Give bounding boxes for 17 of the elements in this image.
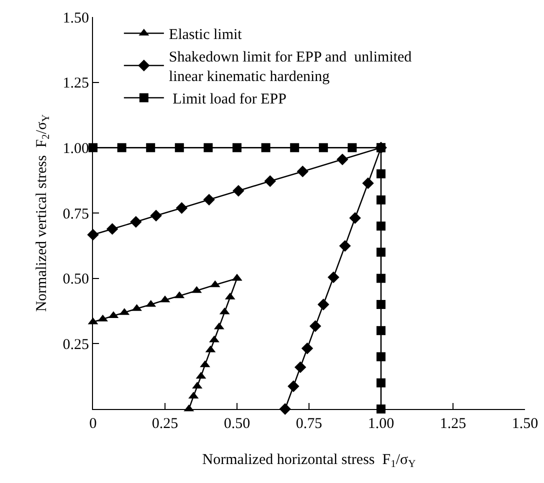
y-tick-label: 1.00 [62, 140, 89, 157]
legend-label: Elastic limit [168, 27, 243, 44]
legend-label: Limit load for EPP [168, 92, 286, 108]
y-tick-label: 1.50 [62, 10, 89, 26]
legend-label: Shakedown limit for EPP and unlimited linear kinematic hardening [168, 50, 412, 86]
x-axis-title: Normalized horizontal stress F$_{1}$/σ$_{Y}$ [202, 452, 416, 470]
x-tick-label: 1.00 [368, 416, 394, 432]
x-tick-label: 0.25 [152, 416, 178, 432]
x-tick-label: 1.50 [512, 416, 538, 432]
y-tick-label: 1.25 [62, 76, 89, 92]
x-tick-label: 1.25 [440, 416, 466, 432]
x-tick-label: 0 [89, 416, 97, 432]
y-tick-label: 0.50 [62, 272, 89, 288]
x-tick-label: 0.50 [224, 416, 250, 432]
y-tick-label: 0.75 [62, 206, 89, 222]
y-tick-label: 0.25 [62, 336, 89, 353]
x-tick-label: 0.75 [296, 416, 322, 432]
